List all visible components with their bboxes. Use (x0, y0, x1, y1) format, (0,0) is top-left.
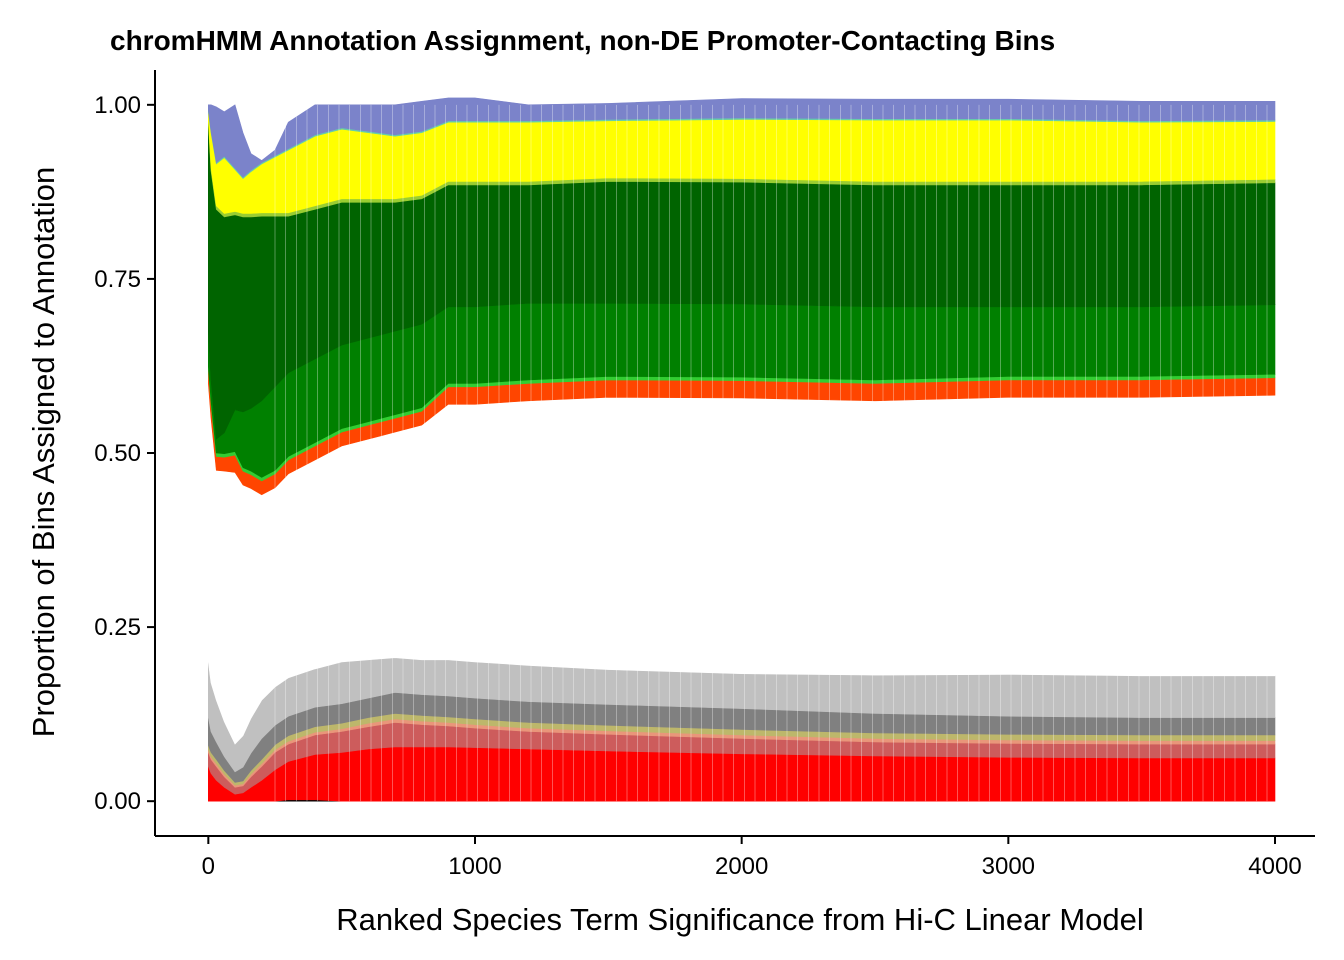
y-axis-ticks: 0.00 0.25 0.50 0.75 1.00 (94, 92, 155, 815)
x-axis-label: Ranked Species Term Significance from Hi… (336, 902, 1144, 937)
y-tick-label: 0.00 (94, 788, 141, 815)
x-tick-label: 0 (202, 853, 215, 880)
bar-gap-stripes (274, 104, 1268, 802)
x-tick-label: 3000 (982, 853, 1035, 880)
y-tick-label: 0.50 (94, 440, 141, 467)
stacked-area-bands (208, 97, 1276, 802)
y-tick-label: 0.75 (94, 266, 141, 293)
x-tick-label: 2000 (715, 853, 768, 880)
x-axis-ticks: 0 1000 2000 3000 4000 (202, 836, 1302, 880)
y-tick-label: 1.00 (94, 92, 141, 119)
x-tick-label: 4000 (1248, 853, 1301, 880)
x-tick-label: 1000 (448, 853, 501, 880)
y-tick-label: 0.25 (94, 614, 141, 641)
y-axis-label: Proportion of Bins Assigned to Annotatio… (26, 167, 61, 737)
chart-title: chromHMM Annotation Assignment, non-DE P… (110, 25, 1055, 56)
